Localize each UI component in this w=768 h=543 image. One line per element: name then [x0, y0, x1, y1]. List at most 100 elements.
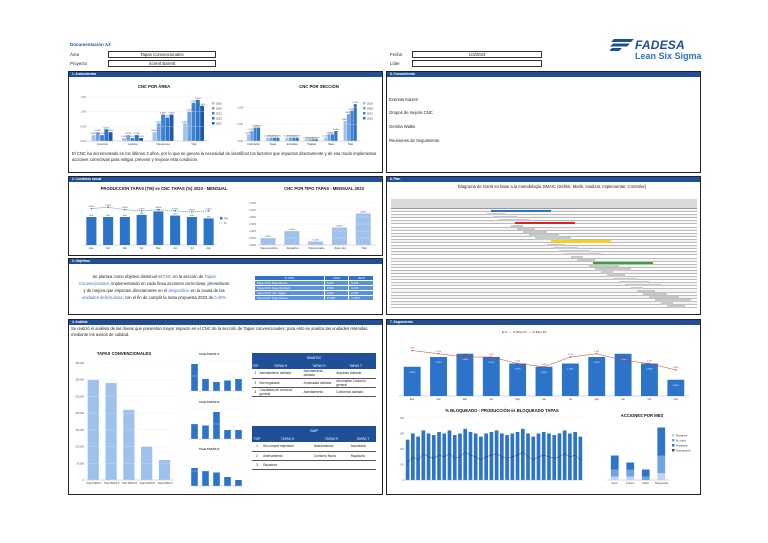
- gantt-bar: [601, 271, 613, 274]
- y-tick-label: 0.20%: [249, 237, 257, 240]
- tick-label: Ago: [206, 247, 211, 250]
- chart-title: CNC POR ÁREA: [137, 84, 171, 89]
- legend-label: 2020: [216, 106, 222, 110]
- series-line: [407, 451, 581, 464]
- knowledge-item: Reuniones de Seguimiento: [389, 138, 440, 143]
- smatic-table: TOP TAPAS H TAPAS R TAPAS T 1 Asentamien…: [252, 362, 376, 397]
- table-header: TAPAS R: [312, 435, 350, 442]
- table-row: 3 Cavidades de contorno general Asentami…: [252, 387, 376, 397]
- legend-label: 2021: [367, 111, 373, 115]
- kpi-cell: 0.03%: [348, 295, 374, 301]
- gantt-bar: [551, 240, 611, 243]
- tick-label: Hojalata: [307, 143, 316, 146]
- panel-plan: 6. Plan Diagrama de Gantt en base a la m…: [386, 176, 701, 315]
- data-label: 0.90%: [409, 372, 415, 374]
- chart-bar: [626, 469, 635, 477]
- legend-swatch: [212, 122, 215, 125]
- data-label: 0.60%: [182, 121, 188, 123]
- series-point: [124, 208, 126, 211]
- data-label: 0.10%: [291, 136, 297, 138]
- tick-label: Abr: [140, 247, 144, 250]
- series-point: [140, 210, 143, 212]
- gantt-bar: [595, 268, 631, 271]
- chart-bar: [561, 363, 579, 396]
- tick-label: Jun: [173, 247, 178, 250]
- y-tick-label: 100,000: [75, 446, 84, 449]
- y-tick-label: 0.60%: [249, 223, 257, 226]
- tick-label: Logística: [128, 143, 138, 146]
- fecha-field[interactable]: 1/3/2023: [412, 51, 542, 58]
- chart-bar: [266, 137, 270, 141]
- gantt-bar: [607, 274, 625, 277]
- chart-bar: [235, 430, 242, 439]
- chart-bar: [203, 218, 214, 245]
- table-header: TAPAS H: [258, 362, 303, 369]
- chart-bar: [139, 138, 143, 141]
- data-label: 0.20%: [329, 132, 335, 134]
- tick-label: Feb: [106, 247, 111, 250]
- objective-highlight: Tapas Convencionales: [79, 274, 216, 286]
- table-cell: Rayadura: [349, 451, 376, 461]
- objective-fragment: en la sección de: [173, 274, 204, 279]
- y-tick-label: 100: [400, 465, 405, 467]
- gantt-row: [391, 231, 697, 234]
- tick-label: Marzo: [643, 482, 650, 485]
- legend-swatch: [672, 434, 675, 437]
- table-header: TAPAS R: [302, 362, 336, 369]
- blocked-chart: 0 100 200 300 400: [400, 417, 583, 482]
- chart-bar: [552, 435, 557, 480]
- legend-swatch: [363, 112, 366, 115]
- chart-bar: [489, 431, 494, 480]
- table-cell: 3: [252, 387, 259, 397]
- document-title: Documentación A3: [70, 42, 111, 47]
- series-point: [490, 356, 493, 358]
- data-label: 0.10%: [287, 136, 293, 138]
- table-cell: [349, 460, 376, 470]
- data-label: 0.50%: [673, 385, 679, 387]
- legend-swatch: [672, 444, 675, 447]
- series-point: [437, 352, 440, 355]
- y-tick-label: 300,000: [75, 379, 84, 382]
- y-tick-label: 0.0%: [81, 140, 87, 143]
- data-label: 1.3%: [436, 351, 441, 353]
- chart-title: CNC POR TIPO TAPAS - MENSUAL 2023: [284, 186, 364, 191]
- data-label: 1.00%: [646, 369, 652, 371]
- y-tick-label: 0: [403, 480, 405, 482]
- data-label: 1.20%: [488, 362, 494, 364]
- data-label: 430: [140, 213, 144, 215]
- data-label: 0.50%: [336, 226, 342, 228]
- tick-label: Nov: [674, 398, 679, 401]
- gantt-row: [391, 270, 697, 274]
- tracking-chart: 0.90% Ene 1.4% 1.20% Feb 1.3% 1.30% Mar 1.2% 1.20…: [399, 348, 689, 401]
- lider-field[interactable]: [412, 60, 542, 67]
- table-cell: 1: [252, 369, 259, 379]
- table-row: 2 Asentamiento Contorno fisura Rayadura: [252, 451, 376, 461]
- chart-bar: [421, 430, 426, 480]
- data-label: 0.70%: [206, 208, 212, 210]
- chart-bar: [169, 114, 174, 141]
- data-label: 1.30%: [462, 359, 468, 361]
- panel-header: 5. Conocimiento: [387, 72, 700, 77]
- table-cell: Cavidades de contorno general: [258, 387, 303, 397]
- gantt-header: [391, 199, 697, 209]
- chart-bar: [86, 217, 97, 245]
- tick-label: Feb: [436, 398, 441, 401]
- gantt-bar: [619, 280, 649, 283]
- chart-bar: [405, 439, 410, 480]
- objective-highlight: unidades defectuosas: [81, 295, 123, 300]
- proyecto-field[interactable]: Scrent Barrett: [108, 60, 216, 67]
- legend-label: %: [504, 330, 508, 334]
- y-tick-label: 1.20%: [249, 202, 257, 205]
- data-label: 0.80%: [345, 112, 351, 114]
- y-tick-label: 300: [400, 434, 405, 436]
- area-field[interactable]: Tapas Convencionales: [108, 51, 216, 58]
- chart-bar: [273, 137, 277, 141]
- series-point: [174, 210, 176, 212]
- data-label: 1.40%: [195, 98, 201, 100]
- legend-swatch: [212, 102, 215, 105]
- panel-analisis: 4. Análisis Se realizó el análisis de la…: [68, 319, 383, 495]
- knowledge-item: Gemba Walks: [389, 124, 416, 129]
- data-label: 0.10%: [271, 136, 277, 138]
- y-tick-label: 200: [400, 449, 405, 451]
- data-label: 1.00%: [567, 369, 573, 371]
